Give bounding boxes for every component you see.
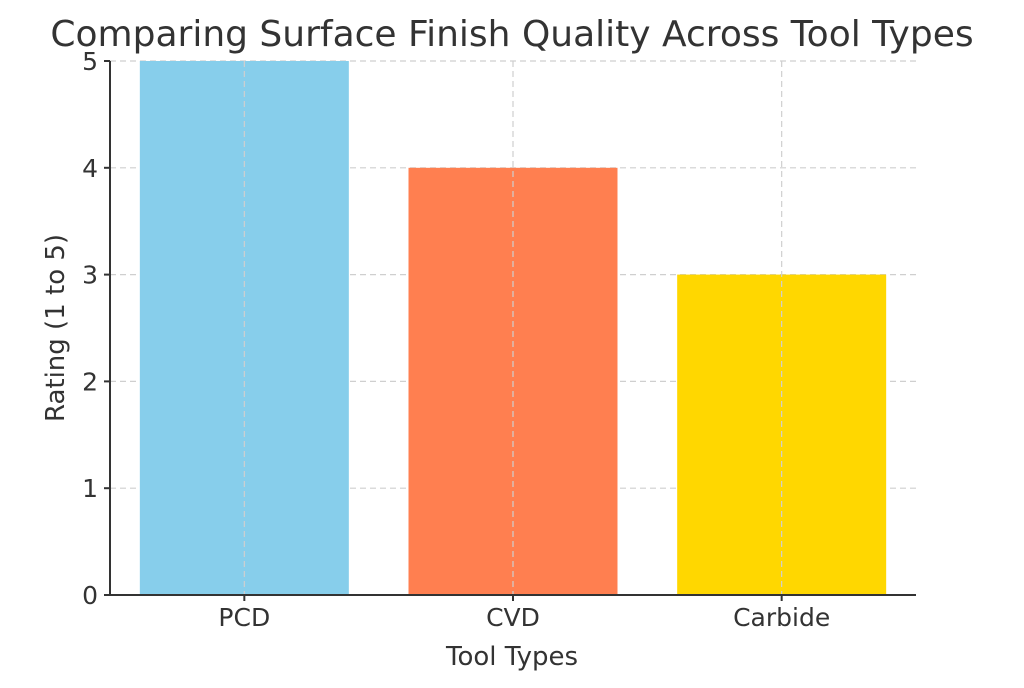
y-tick-label: 2 (82, 367, 98, 396)
y-axis-label: Rating (1 to 5) (41, 234, 71, 422)
axes (104, 60, 916, 601)
y-tick-labels: 0 1 2 3 4 5 (82, 47, 98, 610)
x-tick-labels: PCD CVD Carbide (218, 603, 830, 632)
y-tick-label: 0 (82, 581, 98, 610)
chart-title: Comparing Surface Finish Quality Across … (50, 14, 973, 55)
y-tick-label: 1 (82, 474, 98, 503)
y-tick-label: 4 (82, 154, 98, 183)
vertical-grid (243, 61, 783, 595)
x-axis-label: Tool Types (445, 642, 578, 672)
x-tick-label: PCD (218, 603, 270, 632)
y-tick-label: 5 (82, 47, 98, 76)
y-tick-label: 3 (82, 261, 98, 290)
x-tick-label: Carbide (733, 603, 830, 632)
x-tick-label: CVD (486, 603, 540, 632)
